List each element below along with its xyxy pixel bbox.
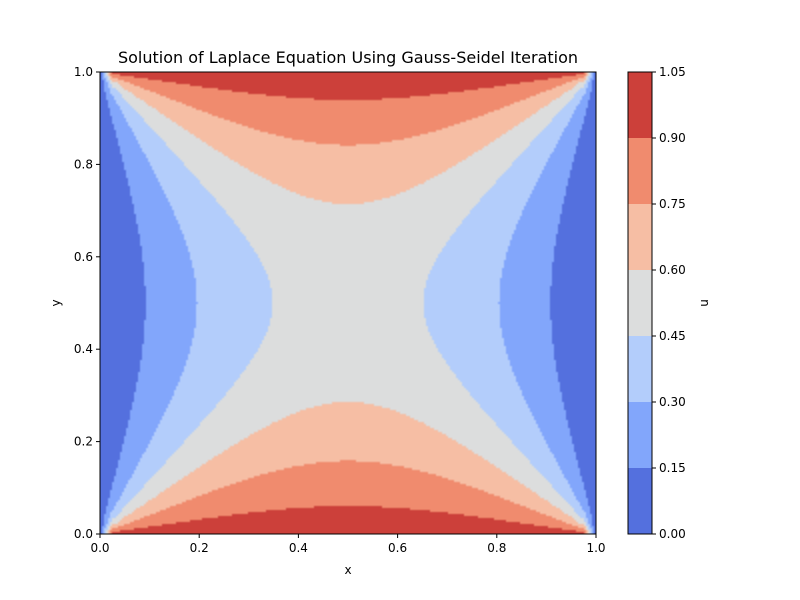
y-tick-label: 0.2 <box>74 435 93 449</box>
colorbar-label: u <box>697 299 711 307</box>
x-tick-label: 1.0 <box>586 541 605 555</box>
x-tick-label: 0.8 <box>487 541 506 555</box>
x-axis: 0.0 0.2 0.4 0.6 0.8 1.0 <box>90 534 606 555</box>
y-tick-label: 0.4 <box>74 342 93 356</box>
x-tick-label: 0.0 <box>90 541 109 555</box>
plot-frame <box>99 71 597 535</box>
colorbar <box>628 72 652 534</box>
y-tick-label: 0.0 <box>74 527 93 541</box>
y-tick-label: 0.6 <box>74 250 93 264</box>
x-tick-label: 0.6 <box>388 541 407 555</box>
colorbar-tick-label: 0.00 <box>659 527 686 541</box>
colorbar-tick-label: 0.45 <box>659 329 686 343</box>
y-tick-label: 1.0 <box>74 65 93 79</box>
y-tick-label: 0.8 <box>74 157 93 171</box>
colorbar-band <box>628 72 652 138</box>
colorbar-band <box>628 402 652 468</box>
colorbar-tick-label: 0.60 <box>659 263 686 277</box>
contour-fill <box>100 72 596 534</box>
colorbar-band <box>628 204 652 270</box>
colorbar-band <box>628 336 652 402</box>
y-axis-label: y <box>49 299 63 306</box>
chart-title: Solution of Laplace Equation Using Gauss… <box>118 48 578 67</box>
colorbar-band <box>628 468 652 534</box>
colorbar-tick-label: 0.15 <box>659 461 686 475</box>
x-tick-label: 0.2 <box>190 541 209 555</box>
colorbar-tick-label: 1.05 <box>659 65 686 79</box>
plot-area <box>100 72 596 534</box>
x-tick-label: 0.4 <box>289 541 308 555</box>
x-axis-label: x <box>344 563 351 577</box>
colorbar-tick-label: 0.30 <box>659 395 686 409</box>
colorbar-frame <box>627 71 653 535</box>
colorbar-band <box>628 138 652 204</box>
colorbar-tick-label: 0.75 <box>659 197 686 211</box>
y-axis: 0.0 0.2 0.4 0.6 0.8 1.0 <box>74 65 100 541</box>
colorbar-axis: 0.00 0.15 0.30 0.45 0.60 0.75 0.90 1.05 <box>652 65 686 541</box>
colorbar-tick-label: 0.90 <box>659 131 686 145</box>
colorbar-band <box>628 270 652 336</box>
